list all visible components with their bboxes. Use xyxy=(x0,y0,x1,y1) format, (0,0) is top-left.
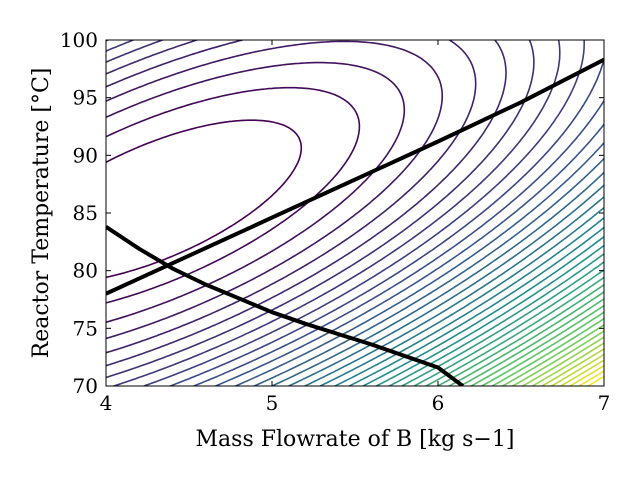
contour-level xyxy=(106,119,303,279)
contour-level xyxy=(560,359,604,386)
contour-level xyxy=(106,40,477,354)
y-tick-label: 85 xyxy=(73,201,98,225)
constraint-line xyxy=(106,57,604,296)
contour-level xyxy=(550,353,604,386)
contour-level xyxy=(106,40,535,379)
y-tick-label: 95 xyxy=(73,86,98,110)
contour-level xyxy=(106,86,361,304)
contour-level xyxy=(106,40,443,340)
y-tick-label: 75 xyxy=(73,316,98,340)
y-tick-label: 90 xyxy=(73,143,98,167)
contour-level xyxy=(470,304,604,386)
y-tick-label: 80 xyxy=(73,259,98,283)
x-axis: 4 5 6 7 xyxy=(100,40,611,415)
contour-level xyxy=(448,291,604,386)
contour-level xyxy=(541,348,604,386)
contour-level xyxy=(106,61,406,323)
x-tick-label: 4 xyxy=(100,391,113,415)
constraint-line xyxy=(106,225,465,386)
contour-level xyxy=(491,317,604,386)
y-tick-label: 100 xyxy=(60,28,98,52)
y-axis: 70 75 80 85 90 95 100 xyxy=(60,28,604,398)
y-tick-label: 70 xyxy=(73,374,98,398)
y-axis-title: Reactor Temperature [°C] xyxy=(29,68,54,359)
x-tick-label: 7 xyxy=(598,391,611,415)
x-tick-label: 6 xyxy=(432,391,445,415)
x-axis-title: Mass Flowrate of B [kg s−1] xyxy=(196,427,515,452)
contour-level xyxy=(401,261,604,386)
contour-level xyxy=(388,253,604,386)
contour-level xyxy=(288,184,604,386)
contour-level xyxy=(587,375,604,386)
contour-level xyxy=(481,311,604,386)
contour-level xyxy=(234,142,604,386)
contour-level xyxy=(214,123,604,386)
contour-level xyxy=(271,171,604,386)
constraint-lines xyxy=(106,57,604,386)
contour-level xyxy=(348,226,604,386)
x-tick-label: 5 xyxy=(266,391,279,415)
contour-level xyxy=(531,342,604,386)
